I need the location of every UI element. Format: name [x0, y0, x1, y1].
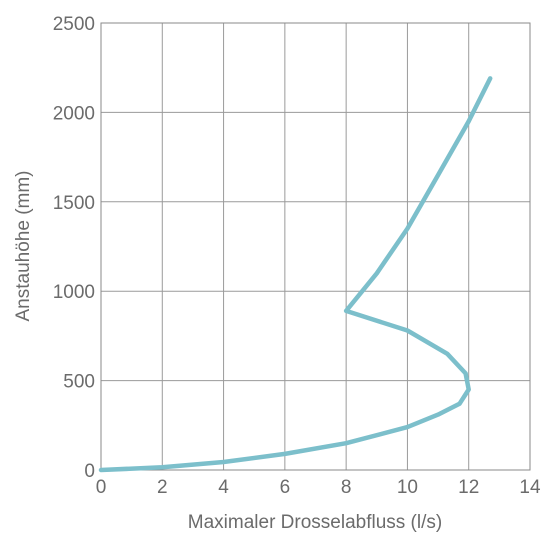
grid	[101, 23, 530, 470]
plot-frame	[100, 22, 531, 471]
x-tick-label: 0	[96, 477, 107, 498]
y-tick-label: 2500	[53, 14, 95, 35]
x-tick-label: 10	[397, 477, 418, 498]
y-tick-label: 500	[63, 372, 95, 393]
x-tick-label: 12	[458, 477, 479, 498]
x-tick-label: 8	[341, 477, 352, 498]
x-axis-title: Maximaler Drosselabfluss (l/s)	[188, 512, 442, 533]
x-tick-label: 6	[280, 477, 291, 498]
series	[98, 76, 493, 473]
y-axis-title: Anstauhöhe (mm)	[13, 170, 34, 321]
x-tick-label: 2	[157, 477, 168, 498]
x-tick-label: 4	[218, 477, 229, 498]
y-tick-label: 2000	[53, 103, 95, 124]
y-axis-ticks: 0 500 1000 1500 2000 2500	[53, 14, 95, 482]
x-axis-ticks: 0 2 4 6 8 10 12 14	[96, 477, 541, 498]
y-tick-label: 0	[84, 461, 95, 482]
y-tick-label: 1000	[53, 282, 95, 303]
series-line	[98, 76, 493, 473]
x-tick-label: 14	[519, 477, 541, 498]
y-tick-label: 1500	[53, 193, 95, 214]
